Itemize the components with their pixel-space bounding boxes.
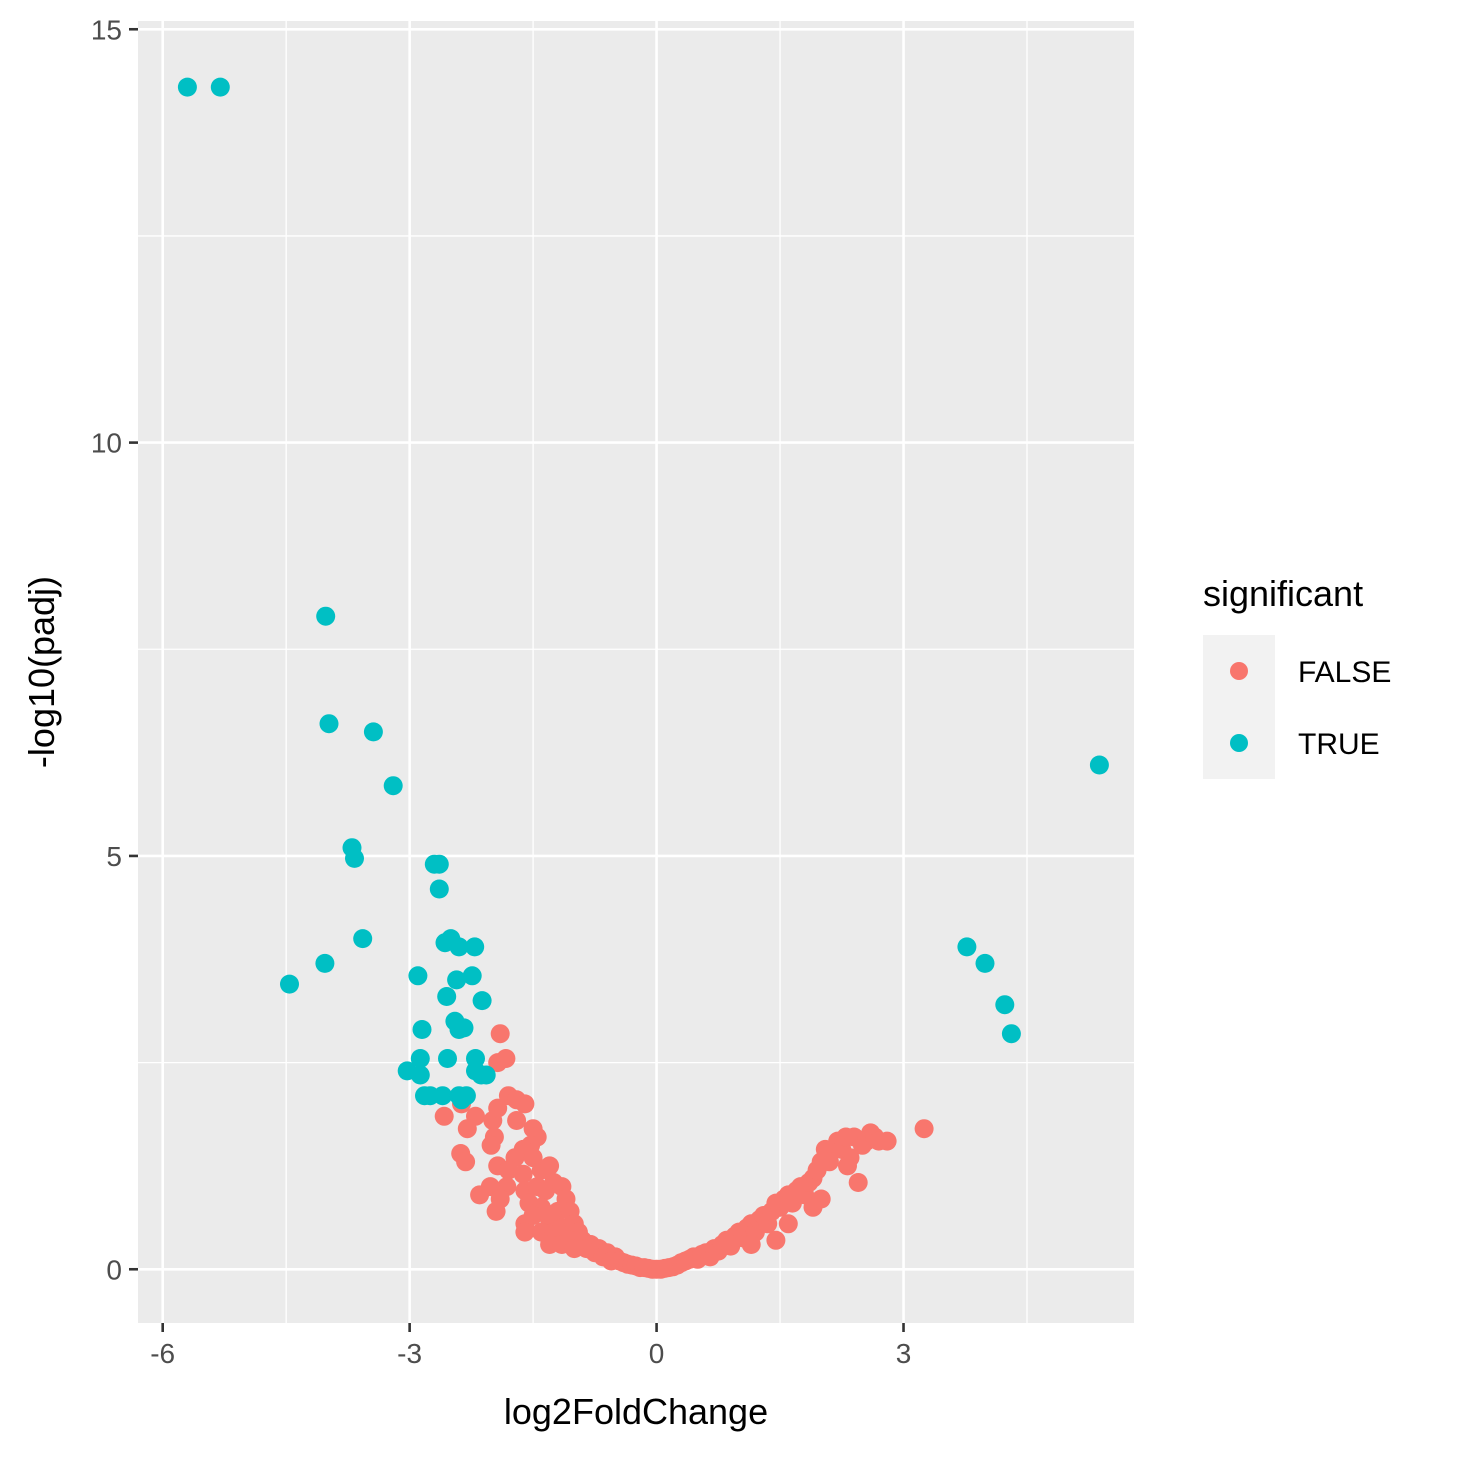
point-true [429,854,449,874]
point-true [177,77,197,97]
point-true [438,1049,457,1068]
point-false [811,1189,831,1209]
plot-panel [138,21,1134,1323]
point-false [778,1214,798,1234]
grid-minor [138,21,1134,1323]
point-false [481,1135,501,1155]
point-false [490,1024,510,1044]
point-true [456,1086,476,1106]
point-true [437,987,457,1006]
point-false [848,1173,868,1192]
legend-label-true: TRUE [1298,728,1380,761]
point-true [454,1018,474,1038]
legend-key-true [1230,734,1248,752]
point-true [383,776,403,796]
point-false [766,1230,786,1250]
point-true [447,970,467,990]
axes: -6 -3 0 3 0 5 10 15 [91,14,911,1369]
points-true-series [177,77,1109,1110]
point-true [995,995,1015,1015]
point-false [877,1131,897,1151]
point-false [515,1094,535,1114]
point-true [319,714,339,734]
x-tick-label: -6 [150,1338,175,1369]
point-true [449,937,469,957]
point-true [433,1086,453,1106]
point-false [488,1098,508,1118]
legend-label-false: FALSE [1298,656,1391,689]
point-false [819,1152,839,1172]
point-true [280,974,299,994]
points-false-series [434,1024,934,1279]
x-tick-label: 0 [649,1338,665,1369]
point-true [353,929,373,949]
point-true [429,879,449,899]
point-false [486,1201,506,1221]
point-false [498,1160,518,1180]
y-tick-label: 15 [91,14,122,45]
point-false [496,1049,516,1068]
point-true [1001,1024,1021,1044]
point-false [470,1185,490,1205]
y-tick-label: 5 [106,841,122,872]
legend-key-false [1230,662,1248,680]
point-true [465,937,485,957]
point-true [415,1086,434,1106]
point-false [456,1152,476,1172]
point-false [507,1111,527,1130]
x-axis-title: log2FoldChange [504,1391,768,1432]
y-tick-label: 10 [91,428,122,459]
point-true [412,1020,432,1039]
point-true [410,1065,430,1085]
point-false [457,1119,477,1139]
point-false [540,1156,560,1176]
point-true [363,722,383,742]
point-true [210,77,230,97]
point-true [410,1049,430,1068]
point-true [315,953,335,973]
point-true [408,966,428,986]
point-false [741,1235,761,1254]
point-true [1089,755,1109,775]
legend: significant FALSE TRUE [1203,573,1391,779]
point-true [345,848,364,868]
point-false [434,1106,454,1126]
point-true [316,606,336,626]
point-true [462,966,482,986]
point-false [914,1119,934,1139]
legend-title: significant [1203,573,1363,614]
y-tick-label: 0 [106,1254,122,1285]
point-false [838,1156,857,1176]
point-false [515,1222,535,1242]
point-true [975,953,995,973]
x-tick-label: 3 [896,1338,912,1369]
x-tick-label: -3 [397,1338,422,1369]
y-axis-title: -log10(padj) [21,576,62,768]
point-true [472,991,492,1011]
point-true [957,937,977,957]
point-false [513,1164,533,1184]
legend-key-background [1203,635,1275,779]
grid-major [138,21,1134,1323]
point-true [476,1065,496,1085]
